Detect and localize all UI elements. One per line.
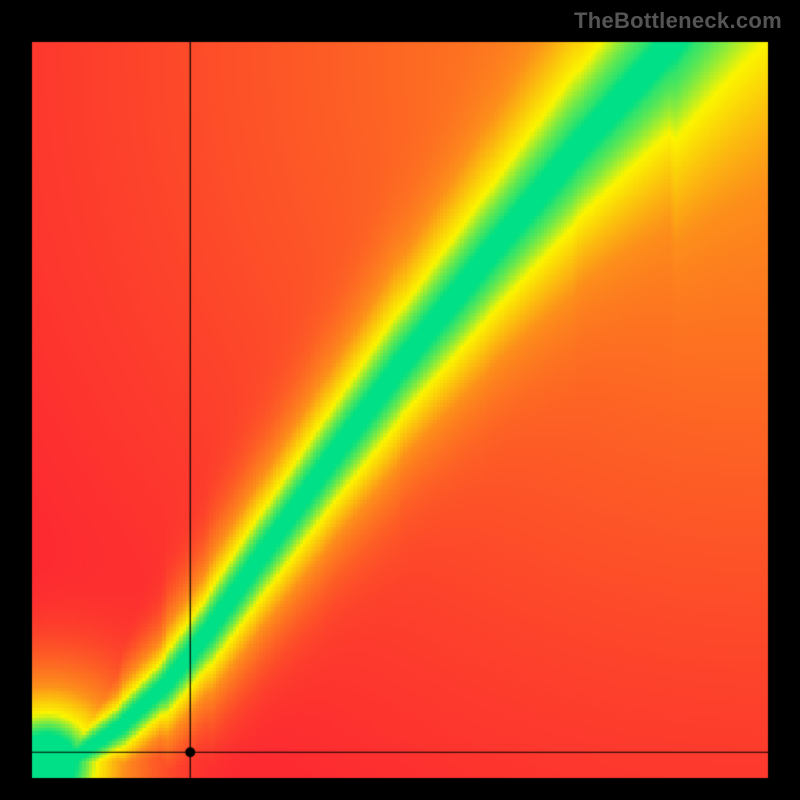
- heatmap-canvas: [0, 0, 800, 800]
- chart-container: TheBottleneck.com: [0, 0, 800, 800]
- watermark-text: TheBottleneck.com: [574, 8, 782, 34]
